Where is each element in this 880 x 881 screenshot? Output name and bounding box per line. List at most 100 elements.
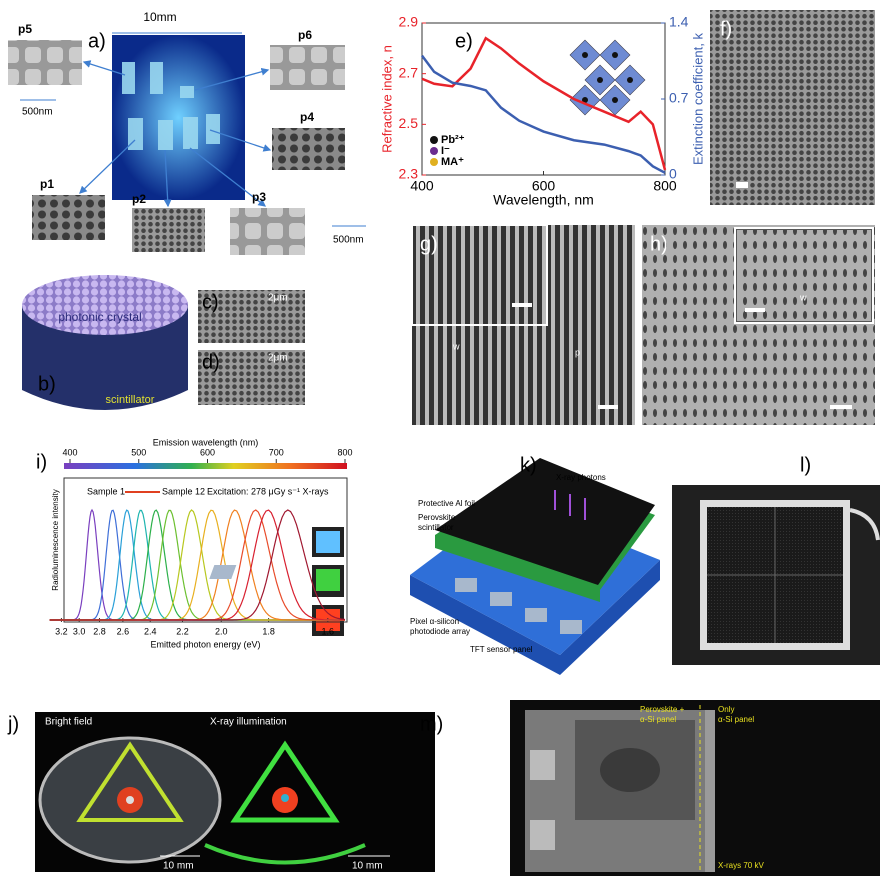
top-tick-label: 600 [200,447,215,457]
panel-g: g) w p [412,225,635,425]
diagram-label: TFT sensor panel [470,645,533,654]
annotation: Excitation: 278 μGy s⁻¹ X-rays [207,486,329,496]
sample-start: Sample 1 [87,486,125,496]
diagram-label: photodiode array [410,627,470,636]
scale-label: 2μm [268,293,288,304]
panel-h: h) w [642,225,875,425]
y-axis-label: Refractive index, n [379,45,394,153]
crystal-structure [570,40,645,115]
y-tick-label: 2.9 [399,14,419,30]
sem-inset [8,40,82,85]
panel-label: e) [455,30,473,52]
panel-label: d) [202,351,220,373]
top-tick-label: 500 [131,447,146,457]
x-tick-label: 2.0 [215,626,228,636]
panel-label: m) [420,713,443,735]
scale-label: 10 mm [163,861,194,872]
diagram-label: Protective Al foil [418,499,475,508]
x-axis-label: Wavelength, nm [493,192,594,208]
x-tick-label: 3.0 [73,626,86,636]
dimension-label: p [575,347,580,357]
y-tick-label: 2.7 [399,64,419,80]
sem-inset [32,195,105,240]
layer-label: photonic crystal [58,310,141,324]
sem-inset [132,208,205,252]
sem-inset [270,45,345,90]
layer-label: scintillator [106,394,155,406]
panel-label: b) [38,373,56,395]
panel-label: k) [520,454,537,476]
top-tick-label: 800 [337,447,352,457]
dimension-label: w [452,341,460,351]
y2-tick-label: 0 [669,166,677,182]
panel-i: Emission wavelength (nm) 400 500 600 700 800 3… [36,437,353,649]
scale-label: 2μm [268,353,288,364]
figure: 10mm a) p5 p6 p4 p1 p2 p3 500nm 500nm ph… [0,0,880,876]
x-tick-label: 2.8 [93,626,106,636]
color-bar [64,463,347,469]
top-axis-title: Emission wavelength (nm) [153,437,259,447]
legend-dot [430,158,438,166]
legend-dot [430,136,438,144]
photo-label: Bright field [45,717,92,728]
diagram-label: X-ray photons [556,473,606,482]
inset-label: p6 [298,28,312,42]
y-tick-label: 2.3 [399,166,419,182]
sample-end: Sample 12 [162,486,205,496]
panel-label: i) [36,451,47,473]
panel-label: g) [420,233,438,255]
inset-label: p1 [40,177,54,191]
region-label: α-Si panel [640,715,676,724]
scale-bar [736,182,748,188]
legend-label: MA⁺ [441,156,464,168]
x-tick-label: 2.4 [144,626,157,636]
panel-a: 10mm a) p5 p6 p4 p1 p2 p3 500nm 500nm [8,10,366,255]
photonic-crystal [22,275,188,335]
x-tick-label: 1.8 [262,626,275,636]
scale-label: 500nm [22,107,53,118]
x-axis-label: Emitted photon energy (eV) [150,639,260,649]
inset-label: p2 [132,192,146,206]
region-label: Perovskite + [640,705,685,714]
scale-label: 10 mm [352,861,383,872]
photo-label: X-ray illumination [210,717,287,728]
y2-tick-label: 1.4 [669,14,689,30]
inset-label: p3 [252,190,266,204]
x-tick-label: 3.2 [55,626,68,636]
panel-label: h) [650,233,668,255]
width-label: 10mm [143,10,176,24]
scale-label: 500nm [333,235,364,246]
sem-image [710,10,875,205]
sem-inset [272,128,345,170]
emission-curve [50,510,346,620]
region-label: X-rays 70 kV [718,861,764,870]
panel-m: Perovskite + α-Si panel Only α-Si panel … [420,700,880,876]
panel-label: j) [7,713,19,735]
top-tick-label: 400 [62,447,77,457]
diagram-label: scintillator [418,523,454,532]
diagram-label: Pixel α-silicon [410,617,459,626]
x-tick-label: 2.6 [117,626,130,636]
panel-label: a) [88,30,106,52]
y-tick-label: 2.5 [399,115,419,131]
panel-label: f) [720,18,732,40]
y2-axis-label: Extinction coefficient, k [690,33,705,165]
sem-inset [230,208,305,255]
inset-label: p4 [300,110,314,124]
panel-b: photonic crystal scintillator b) c) d) 2… [22,275,305,410]
x-tick-label: 1.6 [322,626,335,636]
dimension-label: w [799,292,807,302]
panel-j: Bright field X-ray illumination 10 mm 10… [7,712,435,872]
top-tick-label: 700 [269,447,284,457]
x-tick-label: 2.2 [176,626,189,636]
region-label: Only [718,705,734,714]
legend-dot [430,147,438,155]
panel-l: l) [672,454,880,665]
panel-label: l) [800,454,811,476]
inset-label: p5 [18,22,32,36]
region-label: α-Si panel [718,715,754,724]
y-axis-label: Radioluminescence intensity [51,489,60,590]
y2-tick-label: 0.7 [669,90,689,106]
panel-label: c) [202,291,219,313]
